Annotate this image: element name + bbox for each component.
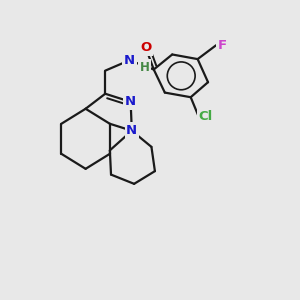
Text: N: N <box>126 124 137 137</box>
Text: O: O <box>140 41 151 54</box>
Text: N: N <box>125 95 136 108</box>
Text: N: N <box>124 54 135 67</box>
Text: H: H <box>140 61 149 74</box>
Text: Cl: Cl <box>199 110 213 123</box>
Text: F: F <box>217 39 226 52</box>
